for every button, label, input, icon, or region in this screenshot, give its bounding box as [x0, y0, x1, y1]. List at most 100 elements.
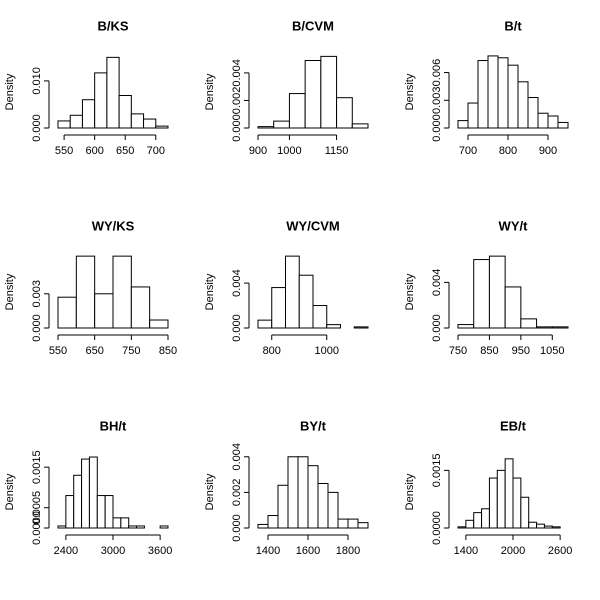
- y-tick-label: 0.000: [231, 114, 243, 142]
- chart-title: WY/t: [499, 218, 529, 233]
- chart-title: BY/t: [300, 418, 327, 433]
- y-tick-label: 0.004: [231, 443, 243, 471]
- x-tick-label: 850: [159, 345, 177, 357]
- bar: [288, 93, 306, 129]
- y-tick-label: 0.0015: [431, 454, 443, 488]
- bar: [104, 495, 114, 529]
- bar: [65, 495, 75, 529]
- bar: [327, 491, 339, 529]
- bar: [557, 121, 569, 129]
- bar: [326, 324, 341, 329]
- chart-title: WY/CVM: [286, 218, 339, 233]
- chart-title: EB/t: [500, 418, 527, 433]
- y-axis-label: Density: [204, 273, 216, 310]
- bar: [257, 319, 273, 329]
- chart-title: WY/KS: [92, 218, 135, 233]
- y-tick-label: 0.0015: [31, 450, 43, 484]
- bar: [457, 324, 475, 329]
- bar: [357, 522, 369, 529]
- y-tick-label: 0.004: [231, 59, 243, 87]
- bar: [128, 525, 138, 529]
- chart-title: B/KS: [97, 18, 128, 33]
- bar: [477, 60, 489, 129]
- bar: [457, 120, 469, 129]
- x-tick-label: 2600: [548, 545, 572, 557]
- bar: [130, 113, 145, 129]
- y-tick-label: 0.0000: [31, 511, 43, 545]
- bar: [94, 293, 114, 329]
- bar: [528, 521, 538, 529]
- bar: [257, 126, 275, 129]
- bar: [465, 519, 475, 529]
- y-tick-label: 0.006: [431, 59, 443, 87]
- bar: [94, 72, 108, 129]
- bar: [267, 515, 279, 529]
- x-tick-label: 550: [55, 145, 73, 157]
- x-tick-label: 2400: [54, 545, 78, 557]
- bar: [143, 118, 157, 129]
- bar: [457, 526, 467, 529]
- y-axis-label: Density: [404, 473, 416, 510]
- bar: [504, 286, 522, 329]
- bar: [57, 525, 67, 529]
- bar: [96, 495, 106, 529]
- bar: [285, 255, 300, 329]
- bar: [551, 326, 569, 329]
- y-axis-label: Density: [4, 73, 16, 110]
- bar: [155, 125, 169, 129]
- y-tick-label: 0.004: [431, 269, 443, 297]
- y-tick-label: 0.004: [231, 269, 243, 297]
- y-axis-label: Density: [4, 273, 16, 310]
- bar: [317, 482, 329, 529]
- x-tick-label: 1600: [296, 545, 320, 557]
- bar: [336, 97, 353, 129]
- bar: [497, 57, 509, 129]
- bar: [304, 60, 322, 129]
- bar: [487, 55, 499, 129]
- x-tick-label: 650: [85, 345, 103, 357]
- x-tick-label: 900: [249, 145, 267, 157]
- x-tick-label: 650: [116, 145, 134, 157]
- bar: [273, 120, 290, 129]
- bar: [507, 64, 519, 129]
- x-tick-label: 600: [85, 145, 103, 157]
- bar: [496, 469, 506, 529]
- x-tick-label: 1150: [325, 145, 349, 157]
- chart-title: BH/t: [100, 418, 127, 433]
- bar: [287, 456, 299, 529]
- y-axis-label: Density: [4, 473, 16, 510]
- bar: [298, 274, 314, 329]
- bar: [271, 287, 286, 329]
- bar: [257, 523, 269, 529]
- bar: [520, 496, 530, 529]
- bar: [136, 525, 145, 529]
- bar: [547, 115, 559, 129]
- bar: [536, 326, 553, 329]
- bar: [320, 55, 338, 129]
- x-tick-label: 850: [480, 345, 498, 357]
- bar: [473, 512, 483, 529]
- bar: [488, 255, 506, 329]
- x-tick-label: 3000: [101, 545, 125, 557]
- bar: [75, 255, 96, 329]
- bar: [337, 518, 349, 529]
- x-tick-label: 750: [122, 345, 140, 357]
- bar: [118, 95, 132, 129]
- y-axis-label: Density: [204, 73, 216, 110]
- y-tick-label: 0.000: [231, 514, 243, 542]
- bar: [512, 477, 522, 529]
- x-tick-label: 3600: [148, 545, 172, 557]
- bar: [473, 259, 490, 329]
- bar: [481, 508, 490, 529]
- x-tick-label: 750: [449, 345, 467, 357]
- y-tick-label: 0.003: [431, 87, 443, 115]
- bar: [69, 114, 83, 129]
- y-tick-label: 0.000: [231, 314, 243, 342]
- bar: [81, 99, 96, 129]
- bar: [130, 286, 151, 329]
- y-tick-label: 0.000: [31, 114, 43, 142]
- y-tick-label: 0.0005: [31, 491, 43, 525]
- x-tick-label: 1400: [454, 545, 478, 557]
- bar: [73, 474, 83, 529]
